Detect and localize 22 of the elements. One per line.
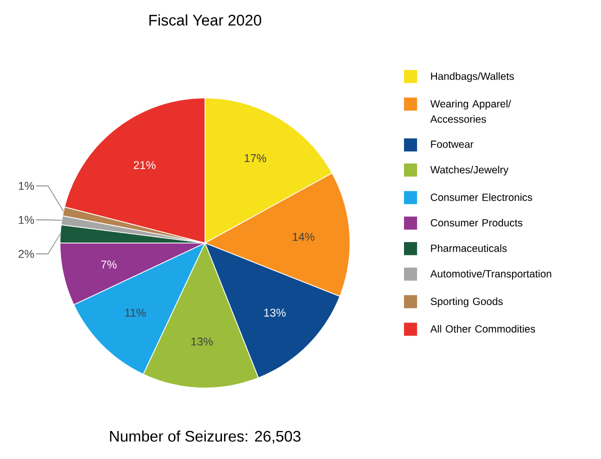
- data-label: 13%: [264, 308, 286, 317]
- data-label: 21%: [134, 161, 156, 170]
- data-label: 17%: [244, 154, 266, 162]
- legend-label: Watches/Jewelry: [430, 166, 508, 176]
- data-label: 14%: [292, 232, 314, 241]
- legend-label: Consumer Electronics: [430, 193, 532, 201]
- legend-label: Automotive/Transportation: [430, 270, 552, 280]
- legend-label: Handbags/Wallets: [431, 72, 514, 82]
- legend-label: All Other Commodities: [430, 324, 536, 333]
- data-label: 1%: [18, 182, 34, 190]
- legend-label: Wearing Apparel/ Accessories: [430, 100, 511, 123]
- legend-label: Sporting Goods: [430, 297, 503, 308]
- data-label: 13%: [191, 338, 213, 346]
- text: Number of Seizures: 26,503: [110, 430, 300, 444]
- legend-label: Footwear: [431, 140, 474, 148]
- legend-label: Pharmaceuticals: [431, 244, 507, 252]
- data-label: 2%: [18, 250, 34, 258]
- data-label: 11%: [125, 308, 146, 317]
- data-label: 7%: [101, 260, 117, 268]
- data-label: 1%: [18, 216, 34, 224]
- legend-label: Consumer Products: [430, 218, 522, 226]
- chart-title: Fiscal Year 2020: [149, 14, 262, 26]
